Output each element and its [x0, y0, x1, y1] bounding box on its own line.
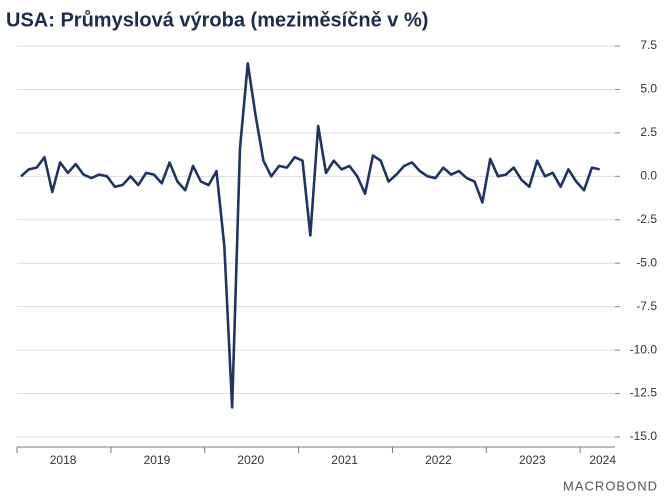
y-tick-label: -10.0	[630, 342, 658, 356]
x-tick-label: 2021	[331, 453, 358, 467]
x-tick-label: 2019	[144, 453, 171, 467]
y-tick-label: -7.5	[636, 299, 657, 313]
x-tick-label: 2020	[237, 453, 264, 467]
y-tick-label: 0.0	[640, 169, 657, 183]
y-tick-label: -12.5	[630, 386, 658, 400]
brand-logo: MACROBOND	[563, 478, 658, 493]
data-line	[20, 62, 600, 409]
y-tick-label: -2.5	[636, 212, 657, 226]
y-tick-label: 2.5	[640, 125, 657, 139]
x-tick-label: 2018	[50, 453, 77, 467]
x-tick-label: 2022	[425, 453, 452, 467]
y-tick-label: 7.5	[640, 38, 657, 52]
x-tick-label: 2024	[589, 453, 616, 467]
y-tick-label: -5.0	[636, 255, 657, 269]
x-tick-label: 2023	[519, 453, 546, 467]
y-tick-label: 5.0	[640, 82, 657, 96]
y-tick-label: -15.0	[630, 429, 658, 443]
chart-title: USA: Průmyslová výroba (meziměsíčně v %)	[6, 9, 428, 31]
